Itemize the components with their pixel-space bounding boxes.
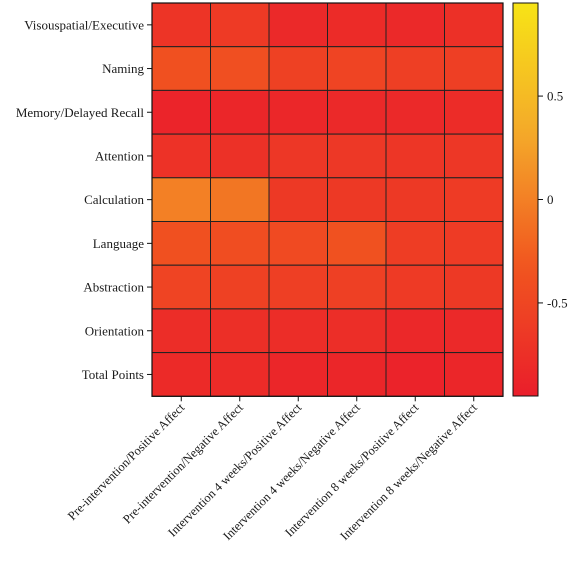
row-label: Calculation [84, 192, 144, 207]
heatmap-cell [444, 89, 504, 135]
row-label: Visouspatial/Executive [24, 17, 144, 32]
heatmap-cell [444, 133, 504, 179]
heatmap-cell [151, 133, 211, 179]
heatmap-cell [444, 221, 504, 266]
heatmap-cell [151, 89, 211, 135]
row-label: Orientation [85, 323, 145, 338]
heatmap-cell [385, 264, 445, 310]
heatmap-cell [385, 133, 445, 179]
heatmap-cell [444, 46, 504, 91]
heatmap-cell [385, 308, 445, 354]
heatmap-cells [151, 2, 504, 397]
heatmap-cell [385, 352, 445, 397]
heatmap-cell [385, 89, 445, 135]
heatmap-cell [268, 221, 328, 266]
heatmap-cell [268, 89, 328, 135]
heatmap-cell [151, 221, 211, 266]
heatmap-cell [151, 2, 211, 48]
heatmap-cell [151, 177, 211, 223]
heatmap-cell [444, 2, 504, 48]
heatmap-cell [444, 264, 504, 310]
heatmap-cell [327, 2, 387, 48]
row-label: Naming [102, 61, 144, 76]
heatmap-cell [327, 133, 387, 179]
heatmap-cell [327, 89, 387, 135]
heatmap-cell [327, 177, 387, 223]
heatmap-cell [327, 221, 387, 266]
colorbar-tick-label: -0.5 [547, 295, 568, 310]
column-labels: Pre-intervention/Positive AffectPre-inte… [65, 396, 480, 543]
colorbar: 0.5 0 -0.5 [512, 2, 568, 397]
heatmap-cell [151, 308, 211, 354]
colorbar-tick-label: 0.5 [547, 89, 563, 104]
heatmap-cell [151, 46, 211, 91]
heatmap-cell [444, 308, 504, 354]
row-label: Abstraction [83, 280, 144, 295]
heatmap-cell [210, 352, 270, 397]
heatmap-cell [268, 2, 328, 48]
heatmap-cell [268, 264, 328, 310]
heatmap-cell [268, 308, 328, 354]
heatmap-cell [327, 46, 387, 91]
row-label: Attention [95, 148, 145, 163]
column-label: Pre-intervention/Positive Affect [65, 400, 188, 523]
heatmap-cell [268, 352, 328, 397]
heatmap-cell [268, 133, 328, 179]
heatmap-cell [444, 352, 504, 397]
heatmap-cell [210, 46, 270, 91]
row-label: Total Points [82, 367, 144, 382]
colorbar-gradient [512, 2, 539, 397]
heatmap-cell [268, 177, 328, 223]
heatmap-cell [385, 46, 445, 91]
heatmap-cell [210, 264, 270, 310]
heatmap-cell [210, 133, 270, 179]
heatmap-cell [210, 89, 270, 135]
heatmap-cell [444, 177, 504, 223]
heatmap-cell [268, 46, 328, 91]
heatmap-cell [385, 221, 445, 266]
row-label: Language [93, 236, 144, 251]
column-label: Pre-intervention/Negative Affect [120, 400, 246, 526]
heatmap-cell [210, 308, 270, 354]
row-label: Memory/Delayed Recall [16, 105, 145, 120]
colorbar-tick-label: 0 [547, 192, 554, 207]
heatmap-cell [210, 221, 270, 266]
heatmap-cell [210, 177, 270, 223]
heatmap-cell [151, 264, 211, 310]
heatmap-cell [327, 264, 387, 310]
row-labels: Visouspatial/Executive Naming Memory/Delay… [16, 17, 152, 382]
heatmap-cell [210, 2, 270, 48]
heatmap-cell [327, 308, 387, 354]
heatmap-cell [385, 2, 445, 48]
heatmap-cell [327, 352, 387, 397]
heatmap-cell [385, 177, 445, 223]
heatmap-cell [151, 352, 211, 397]
